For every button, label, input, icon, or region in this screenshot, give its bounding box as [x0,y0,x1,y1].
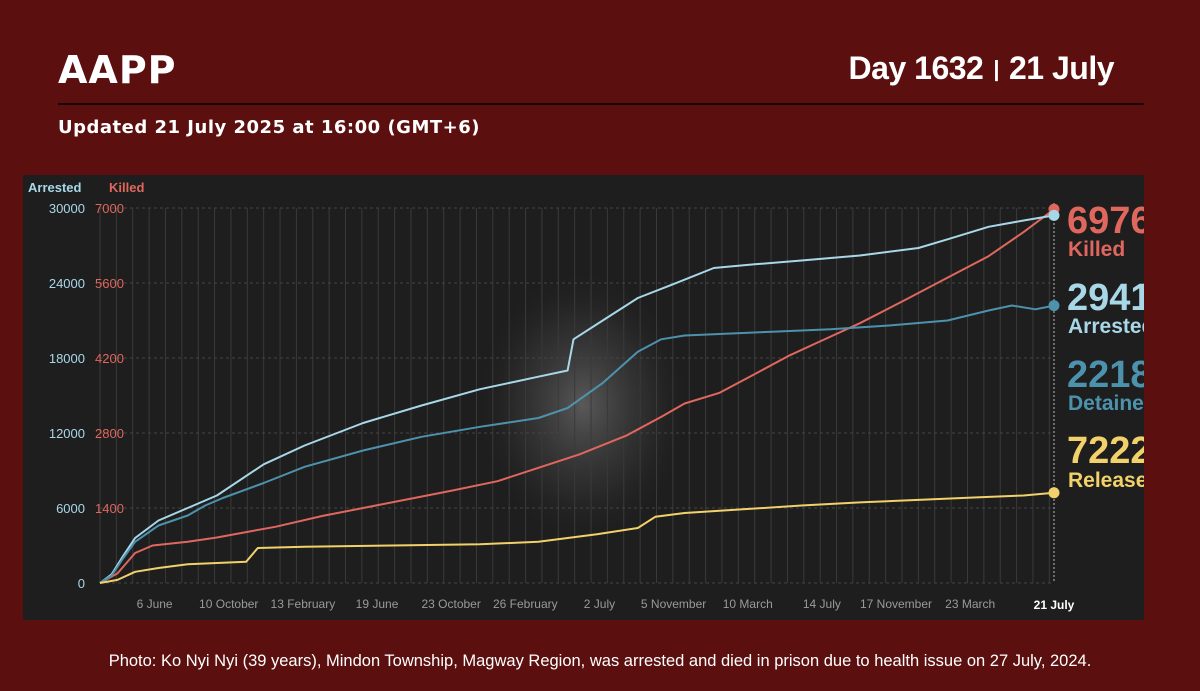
x-tick-label: 23 March [945,597,995,611]
right-axis-tick-label: 5600 [95,276,124,291]
date-separator: | [993,56,999,81]
series-name-killed: Killed [1068,238,1125,261]
series-value-detained: 22188 [1067,354,1144,396]
left-axis-tick-label: 12000 [49,426,85,441]
portrait-backdrop [473,265,693,545]
x-tick-label: 26 February [493,597,558,611]
series-name-released: Released [1068,469,1144,492]
left-axis-tick-label: 6000 [56,501,85,516]
left-axis-tick-label: 0 [78,576,85,591]
left-axis-tick-label: 24000 [49,276,85,291]
x-tick-label: 2 July [584,597,615,611]
series-end-marker-released [1048,487,1060,499]
x-tick-label: 14 July [803,597,841,611]
x-tick-label: 5 November [641,597,706,611]
x-end-label: 21 July [1034,598,1075,612]
series-line-arrested [99,214,1055,584]
left-axis-tick-label: 30000 [49,201,85,216]
series-name-detained: Detained [1068,392,1144,415]
right-axis-tick-label: 4200 [95,351,124,366]
x-tick-label: 17 November [860,597,932,611]
date-label: 21 July [1008,50,1115,86]
right-axis-tick-label: 7000 [95,201,124,216]
left-axis-tick-label: 18000 [49,351,85,366]
chart-svg: 0 6000 12000 18000 24000 30000 1400 2800 4200 560… [28,180,1144,612]
brand-logo-text: AAPP [58,48,177,92]
series-line-detained [99,304,1055,584]
right-axis-title: Killed [109,180,144,195]
series-end-marker-arrested [1048,209,1060,221]
series-line-released [99,491,1055,584]
day-label: Day 1632 [848,50,984,86]
photo-caption: Photo: Ko Nyi Nyi (39 years), Mindon Tow… [108,652,1092,670]
chart-panel: 0 6000 12000 18000 24000 30000 1400 2800 4200 560… [23,175,1144,620]
left-axis-title: Arrested [28,180,82,195]
x-tick-label: 6 June [137,597,173,611]
updated-timestamp: Updated 21 July 2025 at 16:00 (GMT+6) [58,117,480,138]
series-name-arrested: Arrested [1068,315,1144,338]
series-line-killed [99,208,1055,584]
series-value-killed: 6976 [1067,200,1144,242]
x-tick-label: 13 February [271,597,336,611]
header-divider [58,103,1144,105]
x-tick-label: 19 June [356,597,399,611]
right-axis-tick-label: 2800 [95,426,124,441]
right-axis-tick-label: 1400 [95,501,124,516]
x-tick-label: 10 March [723,597,773,611]
x-tick-label: 23 October [421,597,480,611]
series-value-arrested: 29410 [1067,277,1144,319]
x-tick-label: 10 October [199,597,258,611]
series-value-released: 7222 [1067,430,1144,472]
series-end-marker-detained [1048,300,1060,312]
day-counter: Day 1632 | 21 July [848,50,1115,87]
